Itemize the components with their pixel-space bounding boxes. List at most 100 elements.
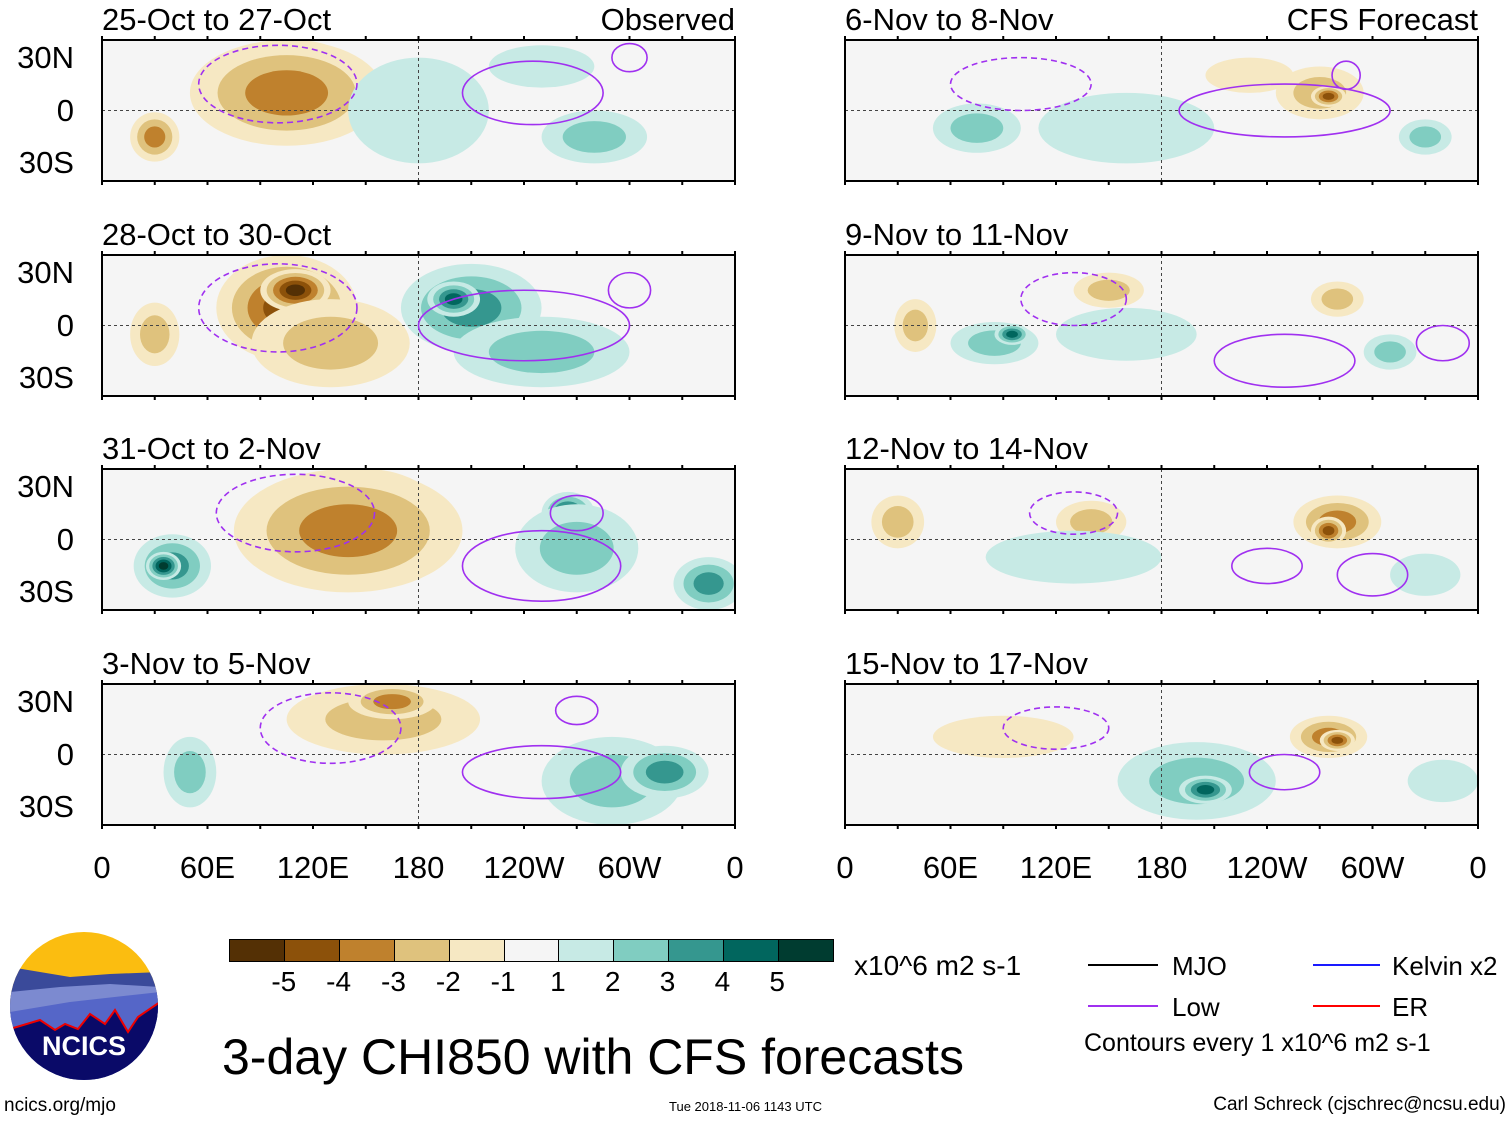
lat-tick-label: 30S [18, 360, 74, 396]
low-contour [215, 473, 376, 553]
low-contour [461, 529, 622, 602]
lon-tick-label: 0 [93, 850, 111, 885]
colorbar-tick-label: 4 [714, 966, 731, 997]
colorbar-tick-label: 3 [659, 966, 676, 997]
map-panel [844, 36, 1479, 185]
anomaly-contour [348, 57, 489, 164]
anomaly-contour [1407, 759, 1478, 803]
low-contour [1336, 552, 1409, 597]
ncics-logo: NCICS [10, 932, 158, 1080]
low-contour [461, 60, 604, 126]
lon-tick-label: 0 [836, 850, 854, 885]
colorbar-swatch [724, 940, 780, 961]
colorbar-tick-label: 5 [769, 966, 785, 997]
panel-title: 31-Oct to 2-Nov [102, 431, 321, 466]
low-contour [949, 56, 1092, 112]
low-contour [259, 692, 402, 765]
low-contour [197, 44, 358, 124]
map-panel [101, 251, 736, 400]
low-contour [554, 695, 599, 726]
anomaly-contour [245, 70, 329, 116]
low-contour [607, 271, 652, 309]
anomaly-contour [158, 562, 169, 570]
low-contour [549, 494, 604, 532]
lon-tick-label: 120W [1226, 850, 1308, 885]
colorbar-tick-label: -3 [381, 966, 406, 997]
panel-source-label: CFS Forecast [1286, 2, 1478, 37]
lon-tick-label: 60E [922, 850, 979, 885]
lon-tick-label: 120E [1019, 850, 1093, 885]
lon-tick-label: 180 [1135, 850, 1188, 885]
colorbar-swatch [230, 940, 285, 961]
low-contour [1213, 333, 1356, 388]
anomaly-contour [1331, 736, 1344, 744]
colorbar-tick-label: -5 [271, 966, 297, 997]
map-panel [101, 465, 736, 614]
anomaly-contour [144, 126, 166, 148]
anomaly-contour [299, 504, 398, 558]
mjo-line-swatch [1088, 964, 1158, 966]
panel-title: 9-Nov to 11-Nov [845, 217, 1069, 252]
panel-source-label: Observed [600, 2, 735, 37]
anomaly-contour [1321, 288, 1354, 310]
anomaly-contour [1409, 126, 1442, 148]
colorbar-swatch [614, 940, 670, 961]
colorbar-swatch [669, 940, 725, 961]
lon-tick-label: 60E [179, 850, 236, 885]
colorbar-swatch [339, 940, 395, 961]
anomaly-contour [1006, 330, 1018, 338]
low-contour [611, 42, 648, 73]
map-panel [844, 251, 1479, 400]
low-line-swatch [1088, 1005, 1158, 1007]
lat-tick-label: 0 [56, 521, 74, 557]
website-link[interactable]: ncics.org/mjo [4, 1095, 116, 1116]
colorbar-swatch [779, 940, 833, 961]
lon-tick-label: 0 [1469, 850, 1487, 885]
anomaly-contour [950, 113, 1004, 143]
lat-tick-label: 30S [18, 574, 74, 610]
low-contour [1248, 753, 1321, 791]
panel-title: 3-Nov to 5-Nov [102, 646, 311, 681]
anomaly-contour [285, 284, 306, 297]
map-panel [844, 680, 1479, 829]
anomaly-contour [373, 694, 411, 710]
anomaly-contour [1205, 57, 1294, 93]
logo-text: NCICS [42, 1031, 126, 1061]
anomaly-contour [1038, 92, 1215, 164]
anomaly-contour [693, 572, 724, 595]
anomaly-contour [488, 45, 595, 88]
lat-tick-label: 0 [56, 92, 74, 128]
lat-tick-label: 30N [17, 468, 74, 504]
colorbar-swatch [504, 940, 560, 961]
anomaly-contour [881, 506, 914, 538]
colorbar-swatch [449, 940, 505, 961]
lat-tick-label: 30S [18, 789, 74, 825]
colorbar-tick-label: 2 [604, 966, 621, 997]
low-contour [1415, 324, 1471, 362]
lon-tick-label: 120E [276, 850, 350, 885]
lon-tick-label: 60W [597, 850, 662, 885]
anomaly-contour [539, 521, 614, 575]
lon-tick-label: 120W [483, 850, 565, 885]
panel-title: 25-Oct to 27-Oct [102, 2, 332, 37]
anomaly-contour [283, 316, 379, 370]
lon-tick-label: 180 [392, 850, 445, 885]
legend-mjo: MJO [1172, 951, 1227, 981]
panel-title: 6-Nov to 8-Nov [845, 2, 1054, 37]
anomaly-contour [985, 530, 1162, 584]
timestamp: Tue 2018-11-06 1143 UTC [669, 1099, 822, 1114]
anomaly-contour [562, 121, 626, 153]
anomaly-contour [139, 315, 170, 354]
map-panel [844, 465, 1479, 614]
low-contour [1331, 60, 1361, 91]
lat-tick-label: 30N [17, 254, 74, 290]
anomaly-contour [1374, 341, 1406, 363]
lat-tick-label: 30N [17, 683, 74, 719]
lon-tick-label: 0 [726, 850, 744, 885]
low-contour [1020, 271, 1128, 327]
low-contour [1231, 547, 1303, 585]
anomaly-contour [488, 330, 595, 374]
low-contour [1002, 706, 1110, 751]
anomaly-contour [902, 309, 928, 342]
legend-low: Low [1172, 992, 1220, 1022]
